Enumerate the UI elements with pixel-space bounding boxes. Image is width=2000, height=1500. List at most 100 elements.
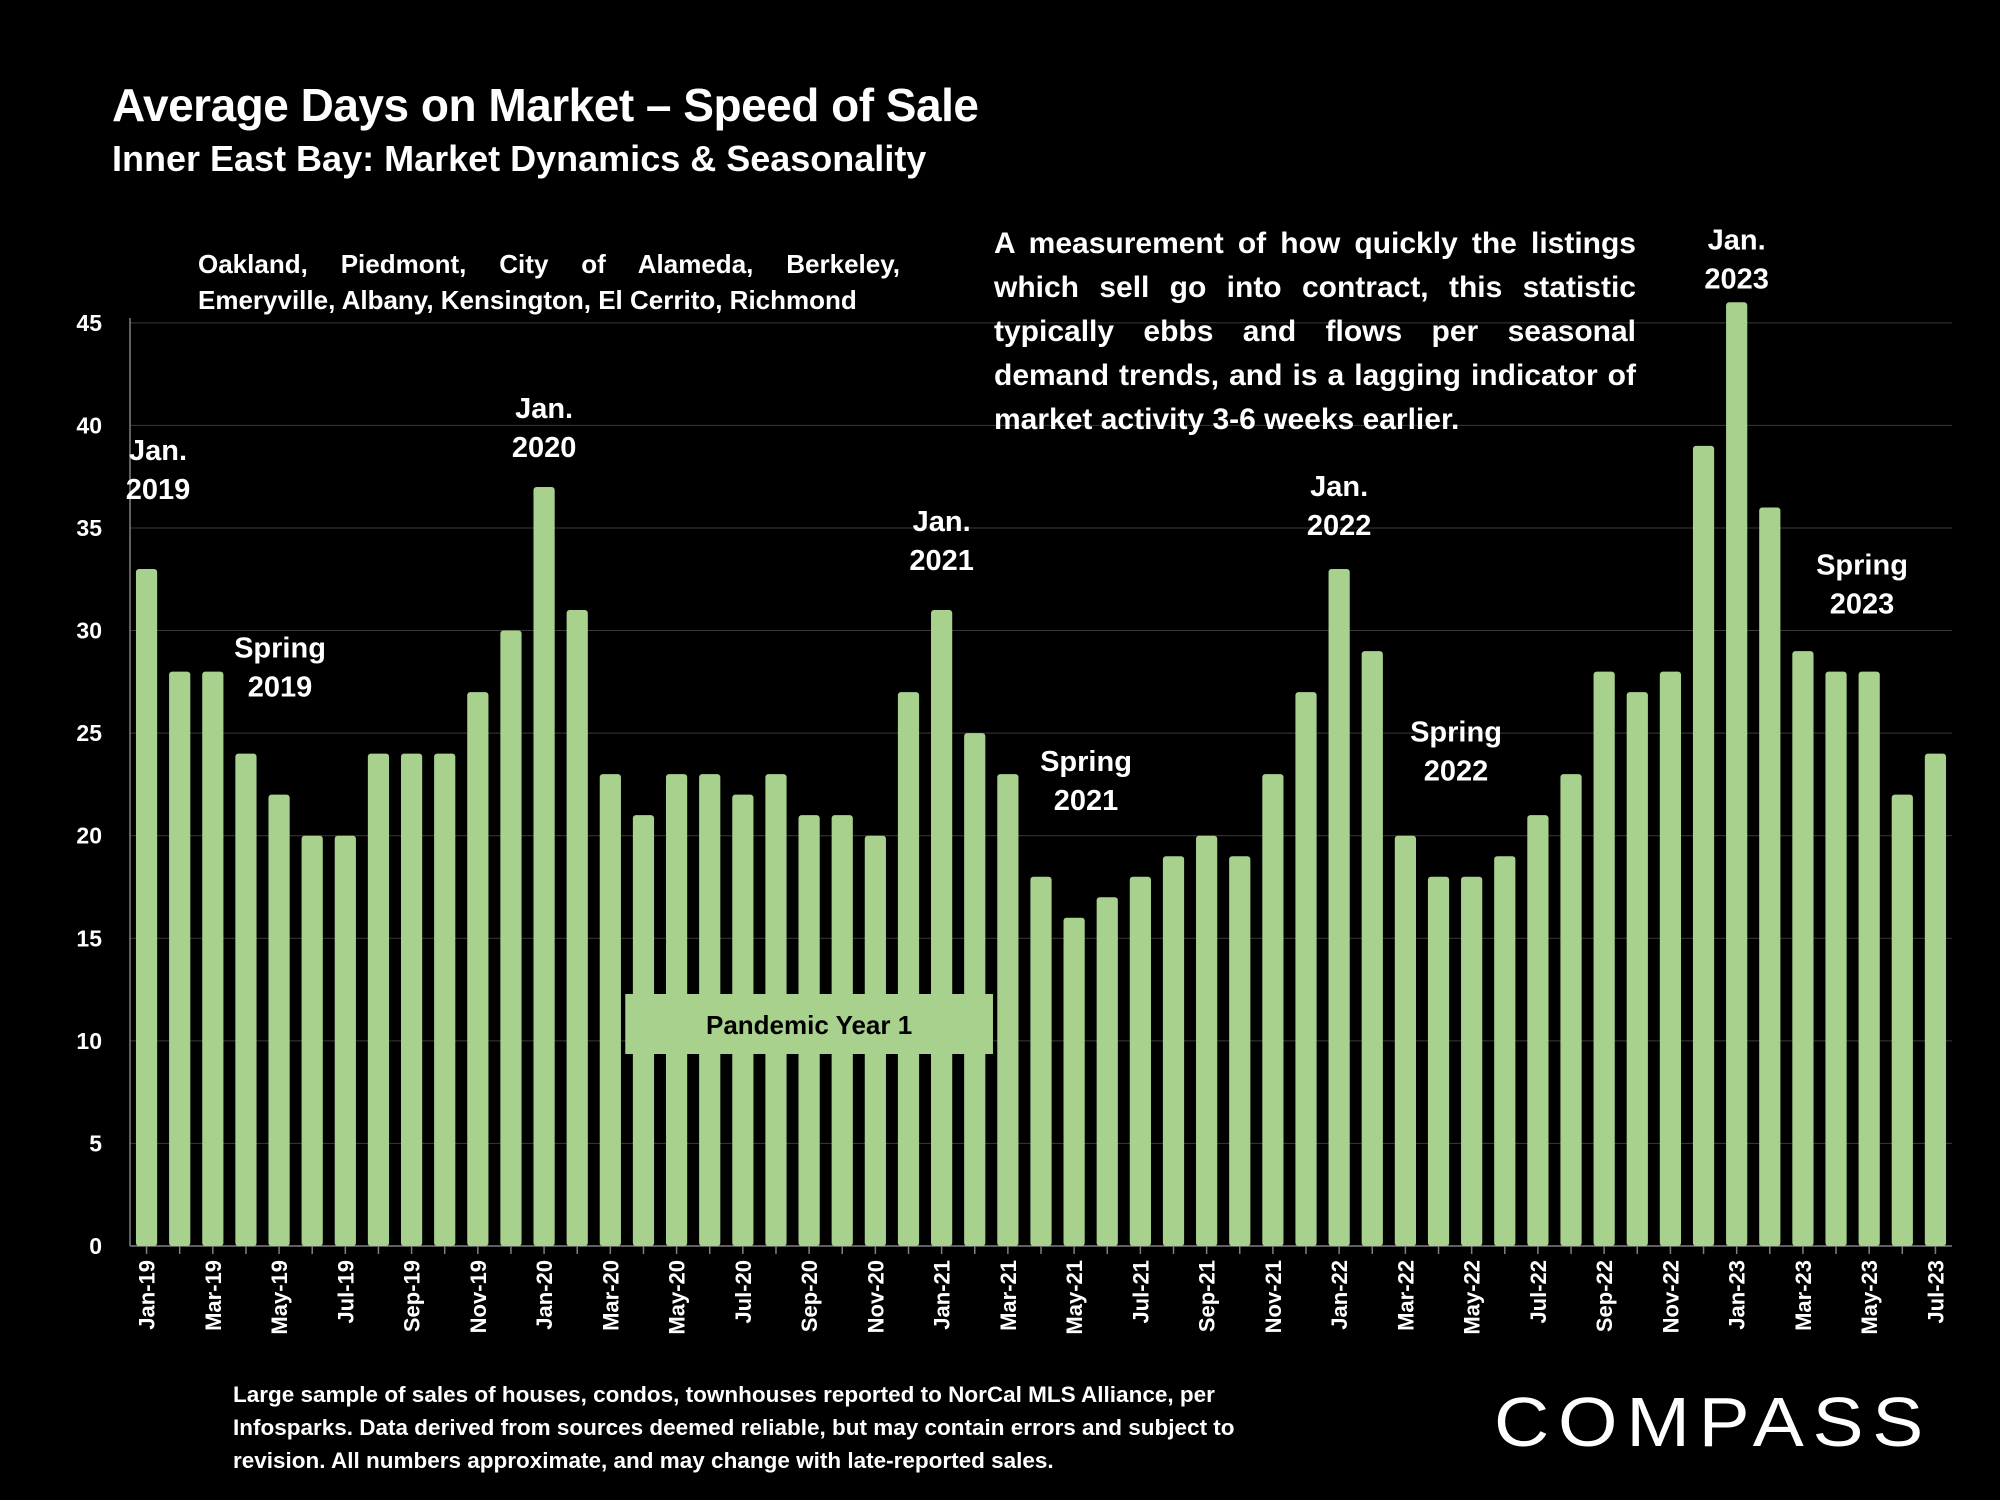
bar: [1792, 651, 1814, 1246]
bar: [202, 671, 224, 1246]
x-tick-label: May-20: [665, 1260, 690, 1335]
bar: [1461, 876, 1483, 1246]
bar: [500, 630, 522, 1246]
bar: [931, 610, 953, 1246]
x-tick-label: Jan-22: [1327, 1260, 1352, 1330]
x-tick-label: Nov-19: [466, 1260, 491, 1333]
region-list: Oakland, Piedmont, City of Alameda, Berk…: [198, 249, 900, 315]
bar: [1527, 815, 1549, 1246]
bar: [169, 671, 191, 1246]
bar: [1262, 774, 1284, 1246]
annotation-label: Jan.: [1310, 471, 1368, 503]
y-tick-label: 45: [76, 310, 102, 336]
x-tick-label: May-23: [1857, 1260, 1882, 1335]
bar: [334, 835, 356, 1246]
bar: [1394, 835, 1417, 1246]
bar: [1759, 507, 1781, 1246]
annotation-label: 2022: [1424, 756, 1489, 788]
bar: [268, 794, 290, 1246]
x-tick-label: Sep-19: [400, 1260, 425, 1332]
bar: [1858, 671, 1880, 1246]
x-tick-label: Jul-19: [333, 1260, 358, 1324]
y-tick-label: 0: [89, 1233, 102, 1259]
x-tick-label: Sep-21: [1195, 1260, 1220, 1332]
y-tick-label: 5: [89, 1130, 102, 1156]
x-tick-label: Mar-21: [996, 1260, 1021, 1331]
bar: [1229, 856, 1251, 1246]
bar: [1692, 445, 1715, 1246]
annotation-label: 2021: [1054, 785, 1119, 817]
bar: [1726, 302, 1748, 1246]
x-tick-label: Mar-19: [201, 1260, 226, 1331]
bar: [1196, 835, 1218, 1246]
bar: [434, 753, 456, 1246]
bar: [1593, 671, 1615, 1246]
x-tick-label: Jan-21: [930, 1260, 955, 1330]
x-tick-label: Nov-20: [863, 1260, 888, 1333]
x-tick-label: May-21: [1062, 1260, 1087, 1335]
annotation-label: Spring: [234, 633, 326, 665]
x-tick-label: May-22: [1460, 1260, 1485, 1335]
x-tick-label: Mar-23: [1791, 1260, 1816, 1331]
y-tick-label: 40: [76, 412, 102, 438]
bar: [400, 753, 423, 1246]
bar: [1361, 651, 1383, 1246]
x-tick-label: Jul-20: [731, 1260, 756, 1324]
annotation-label: 2021: [909, 545, 974, 577]
chart-title: Average Days on Market – Speed of Sale: [112, 79, 979, 131]
bar: [964, 733, 986, 1246]
annotation-label: 2023: [1830, 589, 1895, 621]
x-tick-label: Sep-22: [1592, 1260, 1617, 1332]
annotation-label: 2019: [248, 672, 313, 704]
annotation-label: Jan.: [129, 435, 187, 467]
annotation-label: 2023: [1704, 263, 1769, 295]
bar: [1891, 794, 1913, 1246]
chart-description: A measurement of how quickly the listing…: [994, 227, 1636, 436]
chart-subtitle: Inner East Bay: Market Dynamics & Season…: [112, 138, 927, 179]
y-tick-label: 35: [76, 515, 102, 541]
bar: [997, 774, 1019, 1246]
bar: [135, 569, 158, 1246]
x-tick-label: Jan-23: [1725, 1260, 1750, 1330]
bar: [1030, 876, 1052, 1246]
y-tick-label: 30: [76, 618, 102, 644]
x-tick-label: May-19: [267, 1260, 292, 1335]
annotation-label: Jan.: [515, 393, 573, 425]
x-tick-label: Jul-23: [1923, 1260, 1948, 1324]
footnote: Large sample of sales of houses, condos,…: [233, 1382, 1235, 1473]
bar: [1129, 876, 1151, 1246]
x-tick-label: Jan-20: [532, 1260, 557, 1330]
bar: [1560, 774, 1582, 1246]
bar: [301, 835, 323, 1246]
x-tick-label: Nov-22: [1658, 1260, 1683, 1333]
bar: [566, 610, 588, 1246]
x-tick-label: Jul-21: [1128, 1260, 1153, 1324]
y-tick-label: 15: [76, 925, 102, 951]
y-tick-label: 20: [76, 823, 102, 849]
bar: [599, 774, 621, 1246]
annotation-label: Jan.: [913, 506, 971, 538]
bar: [1924, 753, 1947, 1246]
x-tick-label: Mar-22: [1393, 1260, 1418, 1331]
annotation-label: 2020: [512, 432, 577, 464]
compass-logo: COMPASS: [1494, 1383, 1924, 1460]
bar: [1427, 876, 1450, 1246]
annotation-label: Spring: [1816, 550, 1908, 582]
callout-box: [625, 994, 993, 1054]
annotation-label: 2022: [1307, 510, 1372, 542]
bar: [1659, 671, 1682, 1246]
bar: [1626, 692, 1648, 1246]
x-tick-label: Mar-20: [598, 1260, 623, 1331]
y-tick-label: 25: [76, 720, 102, 746]
annotation-label: Jan.: [1708, 224, 1766, 256]
x-tick-label: Jul-22: [1526, 1260, 1551, 1324]
bar: [1825, 671, 1847, 1246]
bar: [1295, 692, 1317, 1246]
bar: [897, 692, 920, 1246]
annotation-label: 2019: [126, 474, 191, 506]
bar: [1063, 917, 1085, 1246]
bar: [1162, 856, 1185, 1246]
y-tick-label: 10: [76, 1028, 102, 1054]
bar: [1328, 569, 1350, 1246]
